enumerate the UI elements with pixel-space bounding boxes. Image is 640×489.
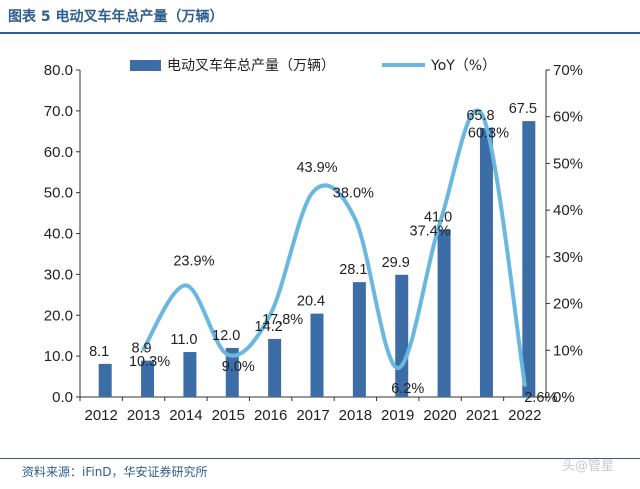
x-tick-label: 2012 xyxy=(84,407,117,424)
bar xyxy=(479,128,493,398)
y-right-tick-label: 70% xyxy=(553,62,583,79)
bar xyxy=(98,363,112,397)
bar-value-label: 14.2 xyxy=(255,319,283,335)
y-left-tick-label: 70.0 xyxy=(44,103,73,120)
bar-value-label: 8.9 xyxy=(131,341,151,357)
y-right-tick-label: 0% xyxy=(553,389,575,406)
x-tick-label: 2018 xyxy=(339,407,372,424)
yoy-value-label: 38.0% xyxy=(333,185,374,201)
bar xyxy=(522,121,536,397)
yoy-value-label: 2.6% xyxy=(524,390,557,406)
x-tick-label: 2017 xyxy=(296,407,329,424)
y-left-tick-label: 0.0 xyxy=(52,389,73,406)
bar-value-label: 67.5 xyxy=(509,101,537,117)
y-left-tick-label: 50.0 xyxy=(44,185,73,202)
y-left-tick-label: 40.0 xyxy=(44,226,73,243)
chart-axes: 0.0 10.0 20.0 30.0 40.0 50.0 60.0 70.0 80.0 0% 10%… xyxy=(44,62,583,424)
y-left-tick-label: 10.0 xyxy=(44,348,73,365)
y-right-tick-label: 40% xyxy=(553,202,583,219)
x-tick-label: 2021 xyxy=(466,407,499,424)
yoy-value-label: 9.0% xyxy=(222,359,255,375)
bar xyxy=(268,338,282,397)
legend: 电动叉车年总产量（万辆） YoY（%） xyxy=(130,57,496,74)
bar-value-label: 12.0 xyxy=(212,328,240,344)
bar-value-label: 41.0 xyxy=(424,209,452,225)
yoy-value-label: 17.8% xyxy=(262,312,303,328)
bar-value-label: 20.4 xyxy=(297,294,325,310)
y-left-tick-label: 20.0 xyxy=(44,307,73,324)
yoy-line xyxy=(141,108,527,387)
x-tick-label: 2016 xyxy=(254,407,287,424)
y-left-tick-label: 80.0 xyxy=(44,62,73,79)
bar xyxy=(395,274,409,397)
bar xyxy=(437,229,451,397)
line-series xyxy=(141,108,527,387)
data-labels: 8.1 8.9 11.0 12.0 14.2 20.4 28.1 29.9 41.0 65.8 67… xyxy=(89,101,557,406)
bar-value-label: 65.8 xyxy=(466,108,494,124)
bar-value-label: 11.0 xyxy=(170,332,197,348)
yoy-value-label: 43.9% xyxy=(296,160,337,176)
title-divider xyxy=(0,32,640,34)
bar-series xyxy=(98,121,536,398)
bar xyxy=(352,282,366,397)
y-right-tick-label: 10% xyxy=(553,342,583,359)
bar xyxy=(310,313,324,397)
bar-value-label: 28.1 xyxy=(339,262,367,278)
bar xyxy=(183,352,197,397)
bar xyxy=(225,347,239,397)
bar-value-label: 29.9 xyxy=(382,255,410,271)
yoy-value-label: 60.3% xyxy=(468,125,509,141)
watermark-text: 头@管星 xyxy=(562,459,615,474)
y-right-tick-label: 30% xyxy=(553,249,583,266)
bar xyxy=(141,360,155,397)
yoy-value-label: 37.4% xyxy=(410,223,451,239)
x-tick-label: 2014 xyxy=(169,407,202,424)
chart-title: 图表 5 电动叉车年总产量（万辆） xyxy=(8,9,224,25)
yoy-value-label: 23.9% xyxy=(173,253,214,269)
y-left-tick-label: 30.0 xyxy=(44,266,73,283)
footer-divider xyxy=(0,458,640,459)
x-tick-label: 2013 xyxy=(127,407,160,424)
legend-label-line: YoY（%） xyxy=(430,58,496,74)
y-right-tick-label: 50% xyxy=(553,155,583,172)
y-right-tick-label: 60% xyxy=(553,109,583,126)
x-tick-label: 2022 xyxy=(508,407,541,424)
legend-label-bar: 电动叉车年总产量（万辆） xyxy=(167,57,335,74)
y-right-tick-label: 20% xyxy=(553,296,583,313)
bar-value-label: 8.1 xyxy=(89,344,109,360)
yoy-value-label: 6.2% xyxy=(391,381,424,397)
source-note: 资料来源：iFinD，华安证券研究所 xyxy=(22,465,208,479)
x-tick-label: 2020 xyxy=(423,407,456,424)
x-tick-label: 2019 xyxy=(381,407,414,424)
legend-swatch-bar xyxy=(130,60,161,71)
x-tick-label: 2015 xyxy=(212,407,245,424)
y-left-tick-label: 60.0 xyxy=(44,144,73,161)
yoy-value-label: 10.3% xyxy=(129,354,170,370)
